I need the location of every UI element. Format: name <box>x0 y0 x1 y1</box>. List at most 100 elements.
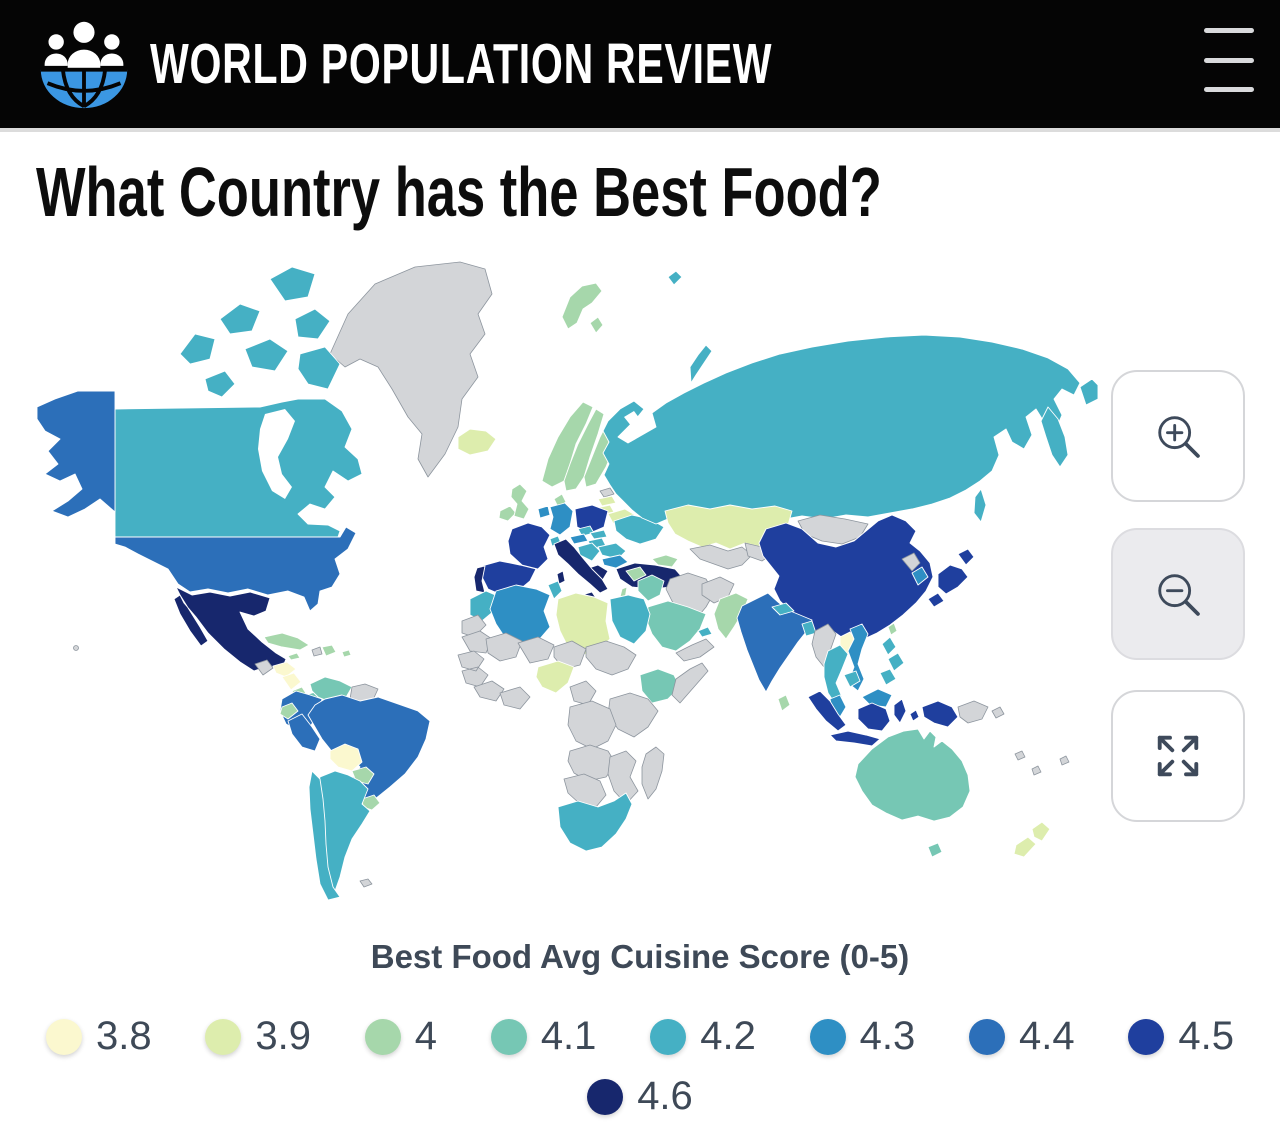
country-estonia[interactable] <box>599 487 615 498</box>
legend-label: 3.8 <box>96 1014 152 1058</box>
country-mozambique-zimbabwe[interactable] <box>607 750 639 805</box>
country-new-zealand[interactable] <box>1013 821 1051 858</box>
country-philippines[interactable] <box>879 636 905 686</box>
country-uae[interactable] <box>697 626 713 638</box>
country-falkland-islands[interactable] <box>359 878 373 888</box>
country-russia-novaya-zemlya[interactable] <box>689 344 713 384</box>
country-puerto-rico[interactable] <box>341 649 352 658</box>
country-russia-sakhalin[interactable] <box>973 488 987 523</box>
country-syria[interactable] <box>625 566 647 582</box>
country-yemen-oman[interactable] <box>675 638 715 662</box>
country-pakistan[interactable] <box>713 592 749 640</box>
country-united-states[interactable] <box>114 526 357 612</box>
country-india[interactable] <box>736 592 813 693</box>
country-chile[interactable] <box>308 770 341 901</box>
hamburger-icon[interactable] <box>1204 24 1266 96</box>
country-bulgaria[interactable] <box>601 554 629 569</box>
country-guinea-region[interactable] <box>473 680 505 702</box>
legend-label: 4.2 <box>700 1014 756 1058</box>
country-indonesia[interactable] <box>807 690 959 747</box>
country-peru[interactable] <box>287 713 321 752</box>
magnifier-plus-icon <box>1158 416 1200 458</box>
fullscreen-button[interactable] <box>1111 690 1245 822</box>
country-germany[interactable] <box>549 502 574 536</box>
country-benelux[interactable] <box>537 505 551 519</box>
zoom-in-button[interactable] <box>1111 370 1245 502</box>
country-somalia[interactable] <box>671 662 709 704</box>
country-ivory-coast-ghana[interactable] <box>499 686 531 710</box>
country-drc[interactable] <box>567 700 617 750</box>
country-madagascar[interactable] <box>641 746 665 800</box>
country-russia[interactable] <box>602 334 1081 526</box>
country-cuba[interactable] <box>263 632 310 651</box>
country-nepal[interactable] <box>771 602 795 616</box>
legend-item: 4.6 <box>587 1074 693 1119</box>
country-sweden[interactable] <box>563 408 605 492</box>
country-turkmenistan-uzbekistan[interactable] <box>689 544 753 570</box>
country-ireland[interactable] <box>498 505 517 522</box>
country-russia-chukotka[interactable] <box>1079 378 1099 406</box>
country-mexico[interactable] <box>173 586 287 672</box>
country-sri-lanka[interactable] <box>777 694 791 712</box>
country-papua-new-guinea[interactable] <box>957 700 1005 724</box>
country-new-caledonia[interactable] <box>1031 765 1042 776</box>
country-canada[interactable] <box>114 398 363 538</box>
country-south-korea[interactable] <box>911 566 929 586</box>
country-egypt[interactable] <box>609 594 651 645</box>
country-guatemala[interactable] <box>254 659 274 676</box>
legend-dot <box>205 1018 242 1055</box>
country-dominican-republic[interactable] <box>321 644 337 657</box>
country-haiti[interactable] <box>311 646 323 657</box>
country-russia-kamchatka[interactable] <box>1040 406 1069 468</box>
zoom-out-button[interactable] <box>1111 528 1245 660</box>
country-caucasus[interactable] <box>651 554 679 568</box>
country-slovakia[interactable] <box>589 529 608 540</box>
country-chad[interactable] <box>553 640 587 670</box>
country-jamaica[interactable] <box>287 652 301 661</box>
globe-people-icon[interactable] <box>36 18 132 110</box>
country-cameroon-central-africa[interactable] <box>569 680 597 706</box>
country-greenland[interactable] <box>329 261 493 478</box>
country-angola-zambia[interactable] <box>567 744 617 782</box>
country-south-africa[interactable] <box>557 792 633 852</box>
country-honduras[interactable] <box>272 661 297 678</box>
country-france[interactable] <box>507 522 551 570</box>
country-saudi-arabia[interactable] <box>645 600 707 652</box>
country-cambodia[interactable] <box>843 670 861 688</box>
country-sudan[interactable] <box>585 640 637 676</box>
country-iceland[interactable] <box>457 428 497 456</box>
country-tunisia[interactable] <box>547 580 563 600</box>
country-namibia-botswana[interactable] <box>563 773 607 808</box>
country-japan[interactable] <box>927 548 975 608</box>
country-canada-archipelago[interactable] <box>179 266 341 398</box>
country-senegal[interactable] <box>457 650 489 688</box>
country-norway[interactable] <box>541 401 594 488</box>
country-ecuador[interactable] <box>279 702 299 720</box>
legend-item: 4.5 <box>1128 1014 1234 1059</box>
country-mali[interactable] <box>485 632 523 662</box>
brand-title[interactable]: WORLD POPULATION REVIEW <box>150 32 773 96</box>
country-thailand[interactable] <box>823 644 849 706</box>
country-nicaragua[interactable] <box>281 672 302 691</box>
country-niger[interactable] <box>517 636 555 664</box>
country-austria[interactable] <box>569 533 589 545</box>
country-franz-josef-land[interactable] <box>667 270 683 286</box>
hudson-bay <box>258 409 295 499</box>
country-poland[interactable] <box>574 504 609 534</box>
country-iraq[interactable] <box>637 574 665 602</box>
country-australia[interactable] <box>854 728 971 858</box>
country-north-korea[interactable] <box>901 552 921 572</box>
country-solomon-islands[interactable] <box>1014 750 1026 761</box>
world-choropleth-map[interactable] <box>30 258 1100 930</box>
country-china[interactable] <box>758 514 934 644</box>
country-svalbard[interactable] <box>561 282 604 334</box>
country-alaska[interactable] <box>36 390 116 518</box>
country-bolivia[interactable] <box>329 743 363 772</box>
country-nigeria[interactable] <box>535 660 575 694</box>
country-taiwan[interactable] <box>887 622 898 636</box>
country-fiji[interactable] <box>1059 755 1070 766</box>
country-latvia[interactable] <box>597 495 617 507</box>
country-united-kingdom[interactable] <box>510 483 530 520</box>
legend-dot <box>587 1078 624 1115</box>
country-hawaii[interactable] <box>73 645 79 651</box>
